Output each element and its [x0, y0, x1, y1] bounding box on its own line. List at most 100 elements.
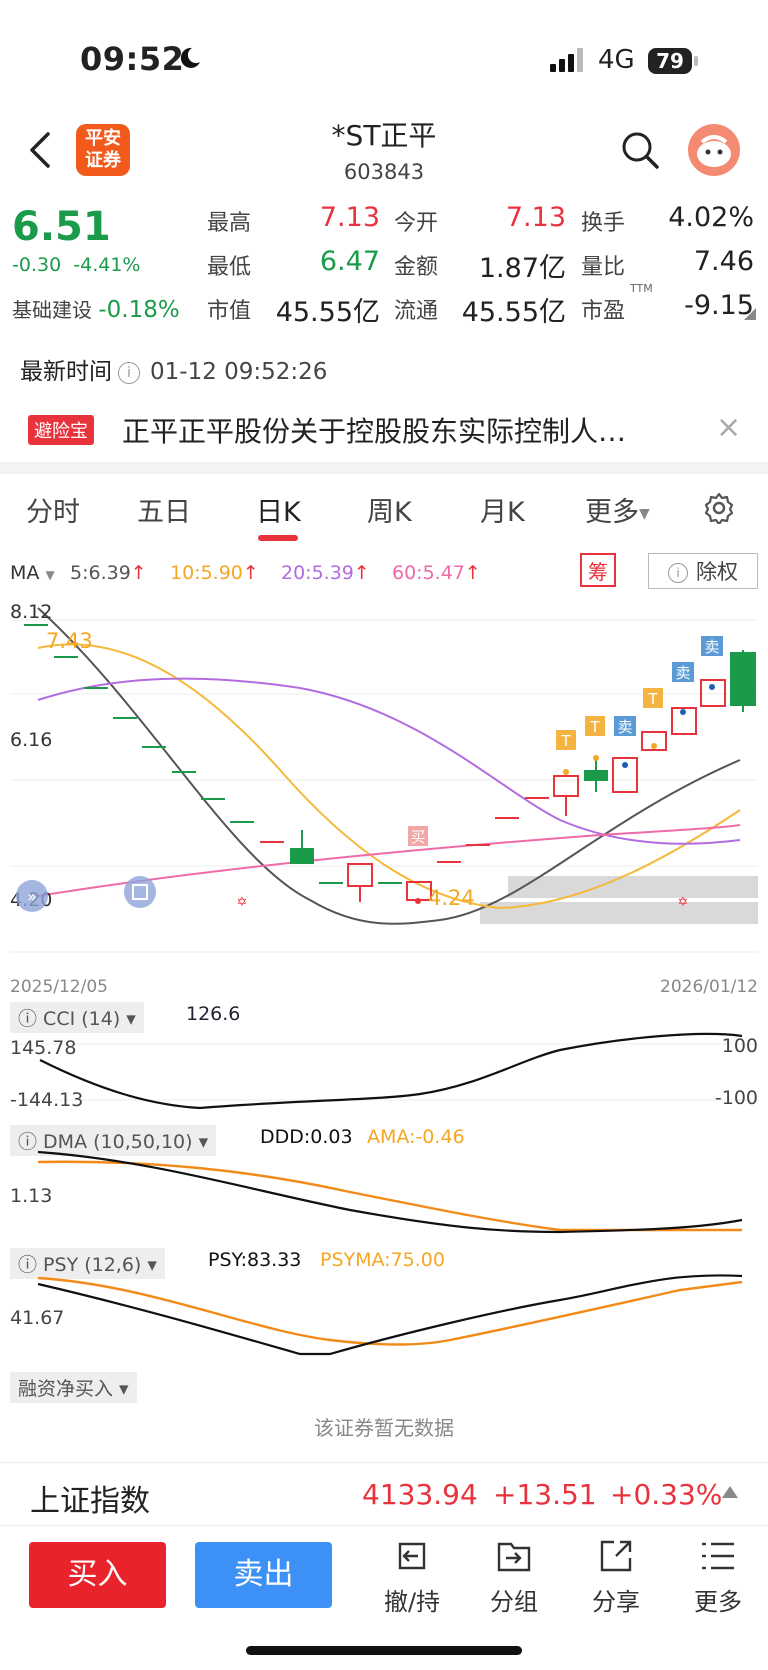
- current-price: 6.51: [12, 204, 111, 250]
- stock-code: 603843: [343, 160, 425, 184]
- ma10-value: 10:5.90↑: [170, 562, 259, 584]
- share-button[interactable]: 分享: [576, 1536, 656, 1617]
- svg-text:»: »: [27, 887, 37, 906]
- pe-label: 市盈: [581, 299, 626, 324]
- kline-chart[interactable]: 买 T T 卖 T 卖 卖 8.12 6.16 4.20 7.43 4.24 »…: [0, 600, 768, 1000]
- hold-button[interactable]: 撤/持: [372, 1536, 452, 1617]
- index-pct: +0.33%: [610, 1478, 723, 1511]
- t-tag: T: [647, 690, 658, 708]
- news-headline[interactable]: 正平正平股份关于控股股东实际控制人…: [122, 415, 627, 448]
- price-change: -0.30 -4.41%: [12, 254, 141, 276]
- high-label: 最高: [207, 211, 252, 236]
- broker-logo: 平安 证券: [76, 124, 130, 176]
- section-divider: [0, 462, 768, 474]
- min-price-label: 4.24: [428, 886, 475, 910]
- event-star-icon: ✡: [678, 895, 689, 910]
- menu-icon: [702, 1542, 734, 1570]
- status-time: 09:52: [80, 40, 185, 78]
- dma-ddd: DDD:0.03: [260, 1126, 353, 1148]
- mcap-label: 市值: [207, 299, 252, 324]
- fullscreen-icon: [124, 876, 156, 908]
- psy-value: PSY:83.33: [208, 1249, 302, 1271]
- expand-up-icon[interactable]: [722, 1486, 738, 1500]
- info-icon: i: [668, 563, 688, 583]
- dma-selector[interactable]: ⓘ DMA (10,50,10) ▾: [10, 1125, 217, 1156]
- tab-monthly-k[interactable]: 月K: [480, 497, 525, 528]
- tab-weekly-k[interactable]: 周K: [367, 497, 412, 528]
- buy-tag: 买: [410, 828, 425, 846]
- psy-chart: 41.67: [10, 1274, 743, 1356]
- gear-icon[interactable]: [703, 492, 735, 524]
- avatar[interactable]: [688, 124, 740, 176]
- index-change: +13.51: [493, 1478, 597, 1511]
- buy-button[interactable]: 买入: [29, 1542, 166, 1608]
- moon-icon: [180, 47, 200, 68]
- info-icon: i: [118, 362, 140, 384]
- tab-daily-k[interactable]: 日K: [256, 497, 301, 528]
- low-value: 6.47: [319, 246, 380, 277]
- turnover-value: 4.02%: [668, 202, 754, 233]
- tab-intraday[interactable]: 分时: [26, 497, 80, 528]
- sell-tag: 卖: [704, 638, 719, 656]
- group-button[interactable]: 分组: [474, 1536, 554, 1617]
- psy-selector[interactable]: ⓘ PSY (12,6) ▾: [10, 1248, 165, 1279]
- index-value: 4133.94: [362, 1478, 478, 1511]
- back-icon[interactable]: [26, 130, 56, 170]
- cci-selector[interactable]: ⓘ CCI (14) ▾: [10, 1002, 144, 1033]
- latest-time: 最新时间 i 01-12 09:52:26: [20, 359, 328, 385]
- mcap-value: 45.55亿: [275, 297, 380, 328]
- cci-value: 126.6: [186, 1003, 241, 1025]
- pe-value: -9.15: [684, 290, 754, 321]
- battery-icon: 79: [648, 48, 692, 74]
- home-indicator[interactable]: [246, 1646, 522, 1655]
- svg-text:145.78: 145.78: [10, 1037, 76, 1059]
- sell-tag: 卖: [675, 664, 690, 682]
- battery-cap: [694, 56, 698, 66]
- svg-text:41.67: 41.67: [10, 1307, 64, 1329]
- stock-name: *ST正平: [331, 119, 437, 152]
- close-icon[interactable]: ×: [716, 410, 742, 445]
- vol-ratio-label: 量比: [581, 255, 626, 280]
- amount-value: 1.87亿: [478, 253, 566, 284]
- ma60-value: 60:5.47↑: [392, 562, 481, 584]
- amount-label: 金额: [394, 255, 439, 280]
- network-label: 4G: [598, 45, 635, 75]
- t-tag: T: [589, 718, 600, 736]
- svg-text:100: 100: [722, 1035, 758, 1057]
- turnover-label: 换手: [581, 211, 626, 236]
- news-badge: 避险宝: [28, 415, 94, 445]
- max-price-label: 7.43: [46, 629, 93, 653]
- svg-text:-100: -100: [715, 1087, 758, 1109]
- more-button[interactable]: 更多: [678, 1536, 758, 1617]
- low-label: 最低: [207, 255, 252, 280]
- search-icon[interactable]: [620, 130, 660, 170]
- ma-selector[interactable]: MA ▼: [10, 562, 55, 584]
- y-axis-mid: 6.16: [10, 729, 52, 751]
- sell-tag: 卖: [617, 718, 632, 736]
- cci-chart: 145.78 -144.13 100 -100: [10, 1032, 758, 1111]
- float-value: 45.55亿: [461, 297, 566, 328]
- chip-distribution-button[interactable]: 筹: [580, 553, 616, 587]
- tab-five-day[interactable]: 五日: [137, 497, 191, 528]
- ma20-value: 20:5.39↑: [281, 562, 370, 584]
- tab-more[interactable]: 更多▼: [585, 497, 650, 528]
- expand-left-icon: [16, 880, 48, 912]
- margin-selector[interactable]: 融资净买入 ▾: [10, 1372, 137, 1403]
- open-value: 7.13: [505, 202, 566, 233]
- y-axis-top: 8.12: [10, 601, 52, 623]
- dma-ama: AMA:-0.46: [367, 1126, 465, 1148]
- signal-icon: [550, 48, 583, 72]
- pe-ttm: TTM: [630, 282, 653, 295]
- t-tag: T: [560, 732, 571, 750]
- cancel-hold-icon: [398, 1542, 426, 1570]
- active-tab-indicator: [258, 535, 298, 541]
- dma-chart: 1.13: [10, 1150, 743, 1234]
- adjustment-button[interactable]: i 除权: [648, 553, 758, 589]
- sector-info[interactable]: 基础建设 -0.18%: [12, 297, 180, 323]
- vol-ratio-value: 7.46: [693, 246, 754, 277]
- sell-button[interactable]: 卖出: [195, 1542, 332, 1608]
- high-value: 7.13: [319, 202, 380, 233]
- folder-icon: [497, 1542, 531, 1572]
- open-label: 今开: [394, 211, 439, 236]
- index-bar[interactable]: [0, 1462, 768, 1526]
